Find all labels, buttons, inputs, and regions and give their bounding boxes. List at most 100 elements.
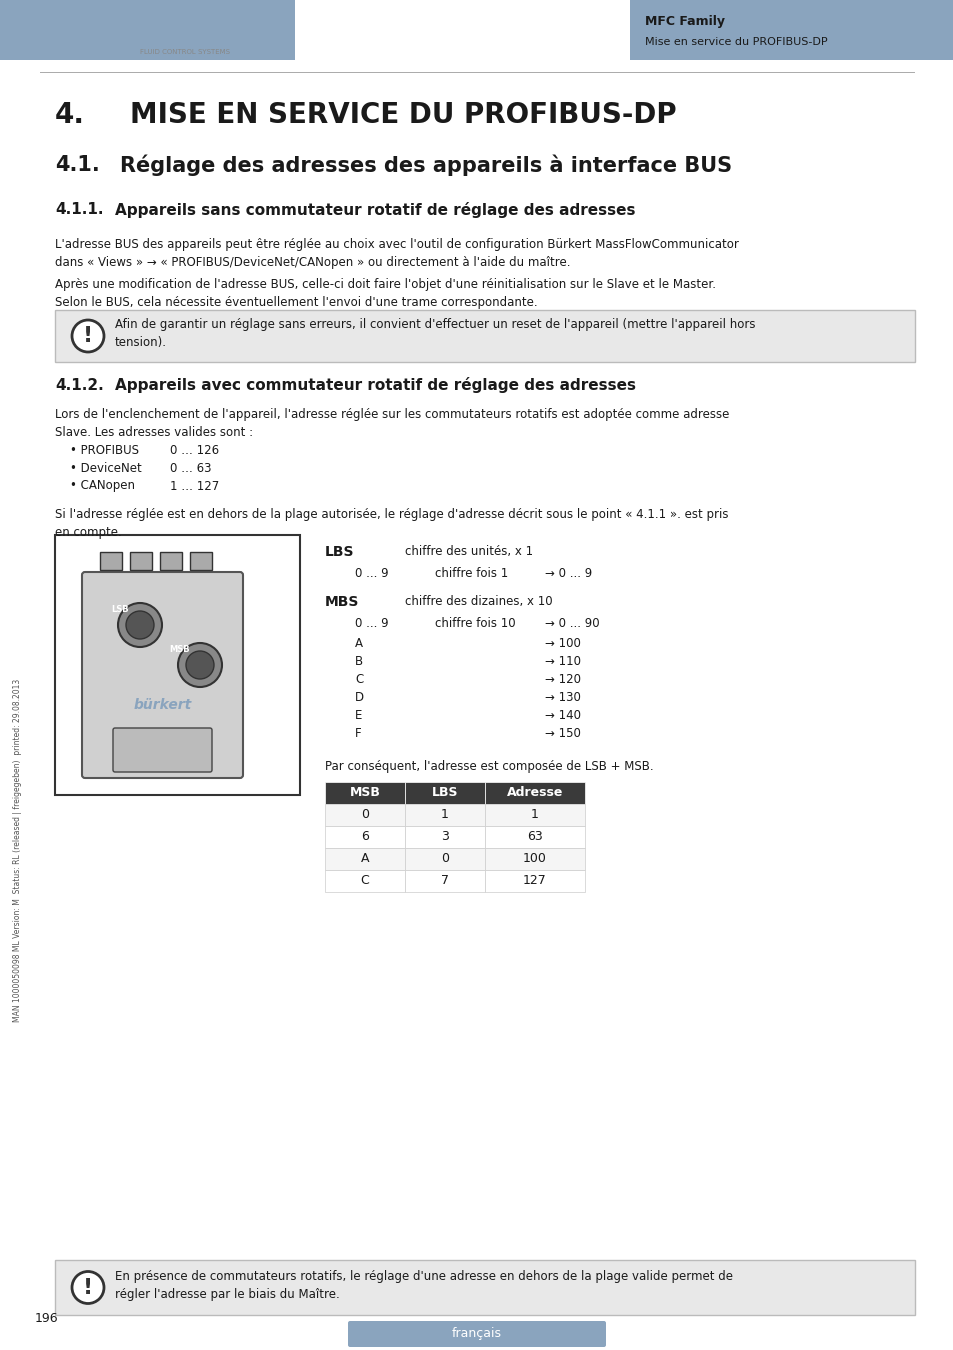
Circle shape (118, 603, 162, 647)
Text: Appareils avec commutateur rotatif de réglage des adresses: Appareils avec commutateur rotatif de ré… (115, 377, 636, 393)
Text: français: français (452, 1327, 501, 1341)
Text: Après une modification de l'adresse BUS, celle-ci doit faire l'objet d'une réini: Après une modification de l'adresse BUS,… (55, 278, 716, 309)
Text: chiffre fois 1: chiffre fois 1 (435, 567, 508, 580)
FancyBboxPatch shape (484, 869, 584, 892)
Text: → 130: → 130 (544, 691, 580, 703)
Text: L'adresse BUS des appareils peut être réglée au choix avec l'outil de configurat: L'adresse BUS des appareils peut être ré… (55, 238, 739, 269)
FancyBboxPatch shape (55, 535, 299, 795)
Text: 100: 100 (522, 852, 546, 865)
FancyBboxPatch shape (484, 782, 584, 805)
Text: Adresse: Adresse (506, 787, 562, 799)
Text: 0: 0 (440, 852, 449, 865)
FancyBboxPatch shape (405, 805, 484, 826)
Text: → 100: → 100 (544, 637, 580, 649)
Text: 1: 1 (531, 809, 538, 822)
Text: 7: 7 (440, 875, 449, 887)
FancyBboxPatch shape (348, 1322, 605, 1347)
Text: chiffre des unités, x 1: chiffre des unités, x 1 (405, 545, 533, 558)
Text: C: C (360, 875, 369, 887)
Text: → 110: → 110 (544, 655, 580, 668)
FancyBboxPatch shape (325, 782, 405, 805)
FancyBboxPatch shape (130, 552, 152, 570)
FancyBboxPatch shape (190, 552, 212, 570)
Text: A: A (360, 852, 369, 865)
Text: 0: 0 (360, 809, 369, 822)
Text: → 0 ... 9: → 0 ... 9 (544, 567, 592, 580)
FancyBboxPatch shape (405, 848, 484, 869)
Text: bürkert: bürkert (132, 26, 237, 50)
Text: En présence de commutateurs rotatifs, le réglage d'une adresse en dehors de la p: En présence de commutateurs rotatifs, le… (115, 1270, 732, 1301)
FancyBboxPatch shape (405, 869, 484, 892)
FancyBboxPatch shape (112, 728, 212, 772)
FancyBboxPatch shape (629, 0, 953, 59)
Text: A: A (355, 637, 363, 649)
FancyBboxPatch shape (0, 0, 294, 59)
FancyBboxPatch shape (484, 805, 584, 826)
Text: 4.1.1.: 4.1.1. (55, 202, 103, 217)
Text: 4.: 4. (55, 101, 85, 130)
Text: C: C (355, 674, 363, 686)
Text: MBS: MBS (325, 595, 359, 609)
FancyBboxPatch shape (325, 848, 405, 869)
Text: Afin de garantir un réglage sans erreurs, il convient d'effectuer un reset de l': Afin de garantir un réglage sans erreurs… (115, 319, 755, 350)
Text: MSB: MSB (349, 787, 380, 799)
Text: !: ! (83, 1277, 93, 1297)
Circle shape (186, 651, 213, 679)
Text: → 0 ... 90: → 0 ... 90 (544, 617, 599, 630)
Text: LBS: LBS (325, 545, 355, 559)
Circle shape (126, 612, 153, 639)
FancyBboxPatch shape (484, 848, 584, 869)
Text: → 140: → 140 (544, 709, 580, 722)
Text: 6: 6 (360, 830, 369, 844)
Text: 1 … 127: 1 … 127 (170, 479, 219, 493)
Text: B: B (355, 655, 363, 668)
Text: 0 ... 9: 0 ... 9 (355, 567, 388, 580)
Text: 0 ... 9: 0 ... 9 (355, 617, 388, 630)
Text: MSB: MSB (170, 645, 190, 655)
FancyBboxPatch shape (55, 1260, 914, 1315)
Text: !: ! (83, 325, 93, 346)
Circle shape (71, 320, 104, 352)
Text: Appareils sans commutateur rotatif de réglage des adresses: Appareils sans commutateur rotatif de ré… (115, 202, 635, 217)
Text: 63: 63 (527, 830, 542, 844)
FancyBboxPatch shape (55, 310, 914, 362)
Text: FLUID CONTROL SYSTEMS: FLUID CONTROL SYSTEMS (140, 49, 230, 55)
Text: • DeviceNet: • DeviceNet (70, 462, 142, 474)
Text: • PROFIBUS: • PROFIBUS (70, 444, 139, 456)
FancyBboxPatch shape (405, 826, 484, 848)
Text: Réglage des adresses des appareils à interface BUS: Réglage des adresses des appareils à int… (120, 154, 731, 176)
Circle shape (178, 643, 222, 687)
Text: MFC Family: MFC Family (644, 15, 724, 28)
Text: Mise en service du PROFIBUS-DP: Mise en service du PROFIBUS-DP (644, 36, 827, 47)
Text: 3: 3 (440, 830, 449, 844)
FancyBboxPatch shape (82, 572, 243, 778)
Text: MISE EN SERVICE DU PROFIBUS-DP: MISE EN SERVICE DU PROFIBUS-DP (130, 101, 676, 130)
Text: MAN 1000050098 ML Version: M  Status: RL (released | freigegeben)  printed: 29.0: MAN 1000050098 ML Version: M Status: RL … (13, 678, 23, 1022)
Text: 1: 1 (440, 809, 449, 822)
Text: Lors de l'enclenchement de l'appareil, l'adresse réglée sur les commutateurs rot: Lors de l'enclenchement de l'appareil, l… (55, 408, 729, 439)
Text: Si l'adresse réglée est en dehors de la plage autorisée, le réglage d'adresse dé: Si l'adresse réglée est en dehors de la … (55, 508, 728, 539)
Text: 0 … 126: 0 … 126 (170, 444, 219, 456)
FancyBboxPatch shape (325, 826, 405, 848)
Text: 4.1.2.: 4.1.2. (55, 378, 104, 393)
FancyBboxPatch shape (160, 552, 182, 570)
Text: 127: 127 (522, 875, 546, 887)
Text: F: F (355, 728, 361, 740)
Text: bürkert: bürkert (133, 698, 192, 711)
Text: 0 … 63: 0 … 63 (170, 462, 212, 474)
Text: Par conséquent, l'adresse est composée de LSB + MSB.: Par conséquent, l'adresse est composée d… (325, 760, 653, 774)
Text: 4.1.: 4.1. (55, 155, 100, 176)
Text: LSB: LSB (112, 606, 129, 614)
Text: D: D (355, 691, 364, 703)
Circle shape (71, 1272, 104, 1304)
Text: chiffre des dizaines, x 10: chiffre des dizaines, x 10 (405, 595, 552, 608)
Text: E: E (355, 709, 362, 722)
Text: LBS: LBS (432, 787, 457, 799)
Text: 196: 196 (35, 1311, 58, 1324)
FancyBboxPatch shape (405, 782, 484, 805)
FancyBboxPatch shape (484, 826, 584, 848)
FancyBboxPatch shape (325, 869, 405, 892)
FancyBboxPatch shape (325, 805, 405, 826)
Text: • CANopen: • CANopen (70, 479, 135, 493)
Text: → 150: → 150 (544, 728, 580, 740)
